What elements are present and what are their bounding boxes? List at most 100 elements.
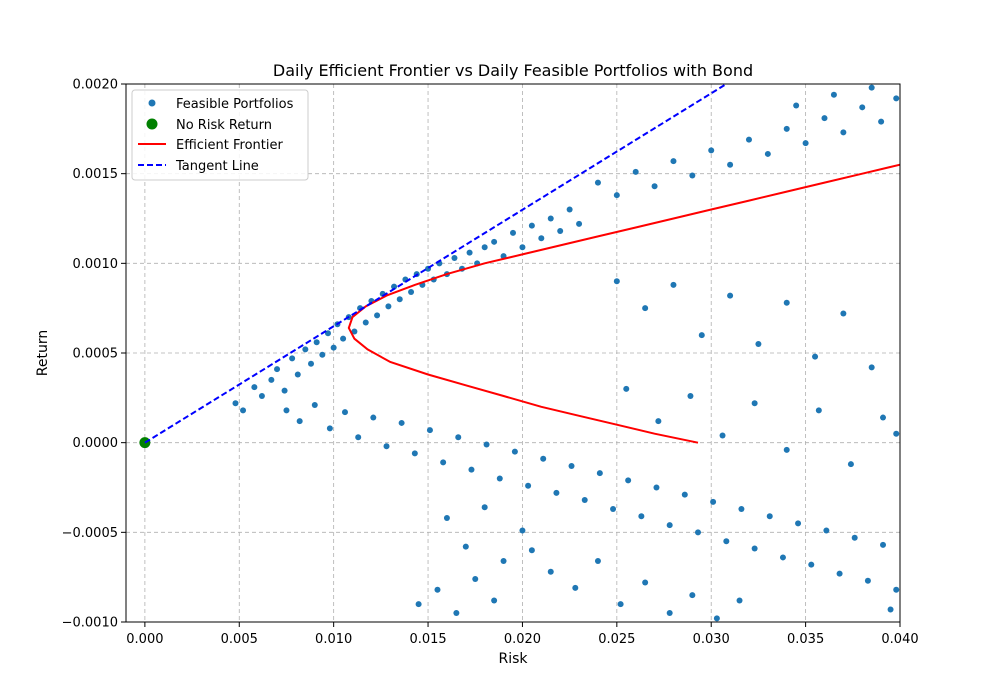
feasible-portfolio-point (519, 244, 526, 251)
feasible-portfolio-point (815, 407, 822, 414)
series-lines (139, 83, 901, 449)
feasible-portfolio-point (893, 430, 900, 437)
feasible-portfolio-point (466, 249, 473, 256)
feasible-portfolio-point (594, 179, 601, 186)
feasible-portfolio-point (411, 450, 418, 457)
feasible-portfolio-point (281, 387, 288, 394)
legend-label-feasible-portfolios: Feasible Portfolios (176, 97, 294, 112)
feasible-portfolio-point (851, 534, 858, 541)
x-tick-label: 0.030 (693, 632, 730, 647)
feasible-portfolio-point (840, 310, 847, 317)
feasible-portfolio-point (655, 418, 662, 425)
feasible-portfolio-point (572, 584, 579, 591)
feasible-portfolio-point (568, 462, 575, 469)
y-tick-label: −0.0005 (62, 526, 118, 541)
feasible-portfolio-point (713, 615, 720, 622)
feasible-portfolio-point (294, 371, 301, 378)
feasible-portfolio-point (374, 312, 381, 319)
feasible-portfolio-point (511, 448, 518, 455)
feasible-portfolio-point (689, 592, 696, 599)
feasible-portfolio-point (443, 514, 450, 521)
legend-box (131, 89, 309, 181)
feasible-portfolio-point (594, 558, 601, 565)
x-axis-label: Risk (498, 651, 528, 667)
feasible-portfolio-point (887, 606, 894, 613)
feasible-portfolio-point (745, 136, 752, 143)
feasible-portfolio-point (812, 353, 819, 360)
feasible-portfolio-point (625, 477, 632, 484)
legend-marker-feasible-portfolios (148, 99, 156, 107)
feasible-portfolio-point (258, 393, 265, 400)
feasible-portfolio-point (340, 335, 347, 342)
legend-label-efficient-frontier: Efficient Frontier (176, 138, 283, 153)
feasible-portfolio-point (783, 125, 790, 132)
tangent-line (144, 83, 727, 444)
x-tick-label: 0.015 (409, 632, 446, 647)
feasible-portfolio-point (847, 461, 854, 468)
feasible-portfolio-point (398, 419, 405, 426)
feasible-portfolio-point (783, 446, 790, 453)
feasible-portfolio-point (391, 283, 398, 290)
feasible-portfolio-point (519, 527, 526, 534)
feasible-portfolio-point (710, 498, 717, 505)
feasible-portfolio-point (434, 586, 441, 593)
feasible-portfolio-point (330, 344, 337, 351)
feasible-portfolio-point (355, 434, 362, 441)
feasible-portfolio-point (462, 543, 469, 550)
feasible-portfolio-point (313, 339, 320, 346)
no-risk-return-point (139, 437, 151, 449)
feasible-portfolio-point (653, 484, 660, 491)
y-axis-label: Return (35, 330, 51, 376)
feasible-portfolio-point (274, 366, 281, 373)
feasible-portfolio-point (651, 183, 658, 190)
feasible-portfolio-point (727, 292, 734, 299)
y-tick-label: 0.0005 (73, 347, 119, 362)
legend-label-tangent-line: Tangent Line (175, 159, 259, 174)
feasible-portfolio-point (491, 238, 498, 245)
feasible-portfolio-point (802, 140, 809, 147)
feasible-portfolio-point (351, 328, 358, 335)
feasible-portfolio-point (687, 393, 694, 400)
x-tick-label: 0.025 (598, 632, 635, 647)
x-tick-label: 0.010 (315, 632, 352, 647)
grid-lines (126, 83, 901, 623)
feasible-portfolio-point (808, 561, 815, 568)
feasible-portfolio-point (666, 610, 673, 617)
y-tick-label: 0.0010 (73, 257, 119, 272)
feasible-portfolio-point (500, 558, 507, 565)
feasible-portfolio-point (557, 228, 564, 235)
feasible-portfolio-point (326, 425, 333, 432)
feasible-portfolio-point (308, 360, 315, 367)
feasible-portfolio-point (581, 497, 588, 504)
feasible-portfolio-point (525, 482, 532, 489)
feasible-portfolio-point (708, 147, 715, 154)
feasible-portfolio-point (576, 220, 583, 227)
x-tick-label: 0.040 (881, 632, 918, 647)
feasible-portfolio-point (455, 434, 462, 441)
feasible-portfolio-point (319, 351, 326, 358)
feasible-portfolio-point (362, 319, 369, 326)
x-tick-label: 0.005 (221, 632, 258, 647)
legend: Feasible Portfolios No Risk Return Effic… (131, 89, 309, 181)
feasible-portfolio-point (481, 504, 488, 511)
feasible-portfolio-point (751, 400, 758, 407)
feasible-portfolio-point (698, 332, 705, 339)
feasible-portfolio-point (296, 418, 303, 425)
feasible-portfolio-point (408, 289, 415, 296)
feasible-portfolio-point (723, 538, 730, 545)
efficient-frontier-line (347, 163, 901, 444)
feasible-portfolio-point (453, 610, 460, 617)
feasible-portfolio-point (528, 547, 535, 554)
feasible-portfolio-point (617, 601, 624, 608)
feasible-portfolio-point (719, 432, 726, 439)
axis-ticks: 0.000 0.005 0.010 0.015 0.020 0.025 0.030 0.035… (62, 78, 919, 648)
feasible-portfolio-point (510, 229, 516, 236)
feasible-portfolio-point (766, 513, 773, 520)
feasible-portfolio-point (547, 215, 554, 222)
feasible-portfolio-point (880, 541, 887, 548)
feasible-portfolio-point (491, 597, 498, 604)
feasible-portfolio-point (681, 491, 688, 498)
feasible-portfolio-point (670, 281, 677, 288)
feasible-portfolio-point (880, 414, 887, 421)
feasible-portfolio-point (426, 427, 433, 434)
